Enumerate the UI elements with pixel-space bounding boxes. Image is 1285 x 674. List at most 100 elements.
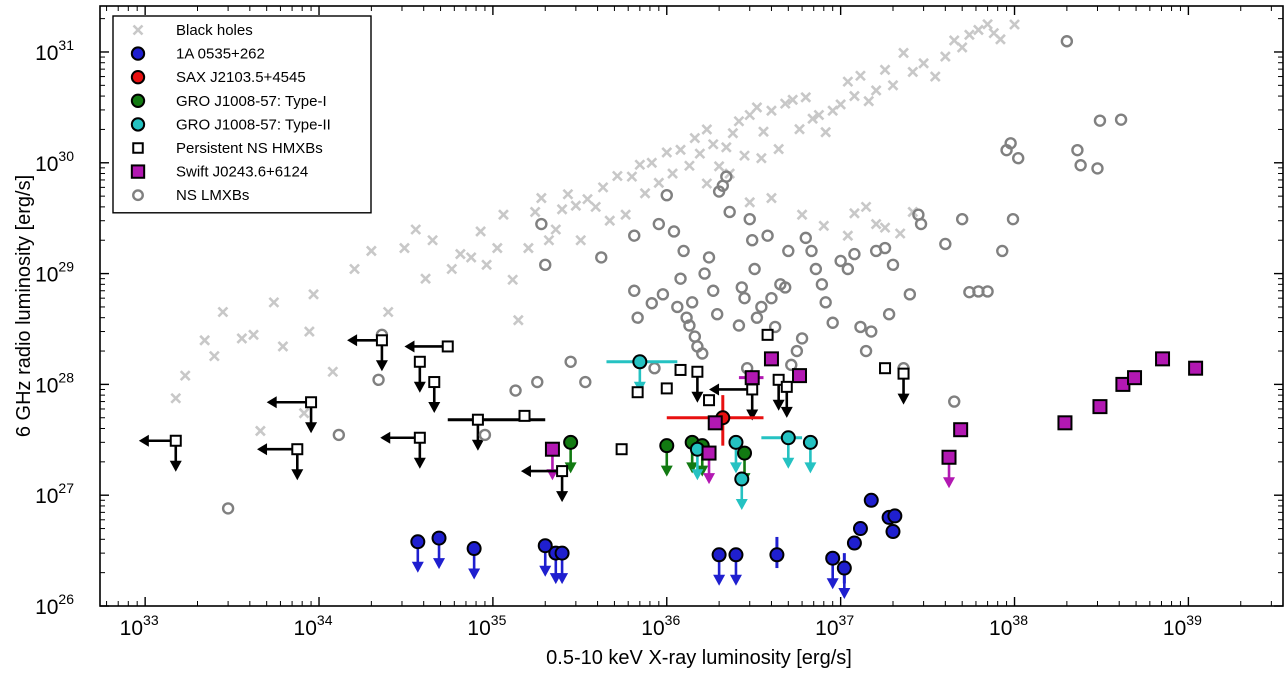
data-point-stroke <box>898 47 909 59</box>
series-markers-1 <box>410 492 903 576</box>
data-point-stroke <box>661 147 673 158</box>
data-point-stroke <box>842 230 854 242</box>
data-point <box>372 373 385 387</box>
data-point <box>1012 151 1025 165</box>
data-point <box>879 222 891 234</box>
data-point <box>720 170 733 183</box>
data-point <box>727 127 739 139</box>
data-point-stroke <box>807 113 819 125</box>
data-point-stroke <box>535 192 547 204</box>
data-point-stroke <box>217 306 229 318</box>
upper-limit-arrow-head <box>804 462 817 474</box>
x-limit-arrow-head <box>709 383 720 396</box>
data-point-stroke <box>701 178 713 189</box>
data-point <box>894 228 906 239</box>
upper-limit-arrow-head <box>691 469 704 481</box>
data-point-stroke <box>570 200 582 212</box>
data-point-stroke <box>751 101 763 113</box>
data-point-stroke <box>170 392 182 404</box>
data-point-stroke <box>907 66 919 78</box>
data-point-stroke <box>800 91 812 103</box>
data-point-stroke <box>298 407 310 419</box>
legend-label: 1A 0535+262 <box>176 46 265 63</box>
data-point <box>854 320 867 334</box>
data-point <box>475 226 487 237</box>
data-point <box>691 365 704 378</box>
data-point <box>446 263 458 275</box>
data-point <box>1057 415 1073 431</box>
y-tick-label: 1031 <box>35 37 74 65</box>
data-point <box>1093 114 1107 127</box>
data-point <box>761 328 774 341</box>
data-point <box>579 375 592 389</box>
data-point <box>683 319 696 332</box>
data-point-stroke <box>512 314 524 326</box>
legend-marker <box>132 189 144 202</box>
data-point-stroke <box>454 248 466 260</box>
upper-limit-arrow-head <box>691 391 704 403</box>
data-point <box>914 217 928 231</box>
data-point <box>694 148 706 160</box>
data-point <box>886 258 900 272</box>
y-tick-label: 1027 <box>35 480 74 508</box>
data-point <box>399 242 410 254</box>
legend-marker-stroke <box>132 24 144 36</box>
y-tick-label: 1030 <box>35 148 74 176</box>
y-tick-label: 1026 <box>35 591 74 619</box>
data-point <box>615 443 628 456</box>
data-point <box>556 203 568 215</box>
data-point <box>701 445 717 461</box>
data-point <box>648 362 661 375</box>
data-point <box>471 413 484 426</box>
data-point <box>628 229 641 242</box>
data-point <box>953 422 969 438</box>
upper-limit-arrow-head <box>826 578 839 590</box>
data-point <box>743 212 756 226</box>
data-point <box>509 384 522 397</box>
data-point-stroke <box>556 203 568 215</box>
data-point-stroke <box>590 201 602 213</box>
data-point-stroke <box>199 334 211 346</box>
data-point <box>973 24 984 36</box>
upper-limit-arrow-head <box>428 402 441 414</box>
data-point <box>865 325 878 338</box>
data-point <box>713 160 725 172</box>
data-point <box>661 147 673 158</box>
upper-limit-arrow-head <box>729 574 742 586</box>
data-point-stroke <box>701 124 713 135</box>
data-point <box>795 332 809 345</box>
data-point <box>1060 35 1074 48</box>
data-point <box>308 288 319 300</box>
data-point <box>684 160 695 172</box>
data-point-stroke <box>855 70 866 82</box>
x-tick-label: 1038 <box>989 612 1028 640</box>
data-point-stroke <box>879 64 891 76</box>
series-5 <box>169 340 910 503</box>
data-point-stroke <box>818 220 830 232</box>
data-point <box>780 430 796 446</box>
data-point <box>562 188 574 200</box>
upper-limit-arrow-head <box>943 477 956 489</box>
legend: Black holes 1A 0535+262 SAX J2103.5+4545 GR… <box>112 15 372 214</box>
data-point <box>254 425 266 437</box>
data-point <box>818 220 830 232</box>
data-point <box>794 123 805 135</box>
data-point <box>535 217 548 231</box>
series-0 <box>170 18 1020 437</box>
upper-limit-arrow-head <box>539 565 552 577</box>
data-point-stroke <box>575 234 587 246</box>
data-point-stroke <box>667 168 679 179</box>
data-point <box>870 84 882 96</box>
y-tick-label: 1028 <box>35 369 74 397</box>
data-point <box>796 209 808 221</box>
data-point <box>879 362 892 375</box>
y-tick-label: 1029 <box>35 259 74 287</box>
data-point <box>761 229 774 242</box>
data-point-stroke <box>779 98 791 110</box>
data-point-stroke <box>248 329 259 341</box>
data-point <box>604 215 616 227</box>
x-tick-label: 1035 <box>467 612 506 640</box>
data-point <box>815 278 829 291</box>
data-point <box>885 524 901 540</box>
data-point <box>632 354 648 370</box>
